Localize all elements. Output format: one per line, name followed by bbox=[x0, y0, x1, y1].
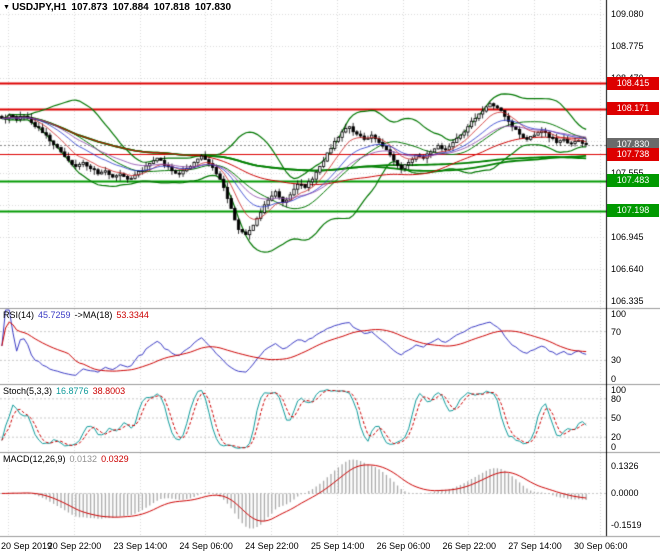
rsi-indicator-label: RSI(14) 45.7259 ->MA(18) 53.3344 bbox=[3, 310, 153, 320]
rsi-tick-label: 0 bbox=[611, 374, 617, 384]
time-scale-axis[interactable]: 20 Sep 2019 20 Sep 22:00 23 Sep 14:00 24 Se… bbox=[0, 539, 660, 557]
rsi-tick-label: 70 bbox=[611, 326, 622, 337]
stoch-main-value: 16.8776 bbox=[56, 386, 89, 396]
rsi-ma-value: 53.3344 bbox=[116, 310, 149, 320]
x-tick-label: 20 Sep 2019 bbox=[1, 541, 53, 551]
stoch-tick-label: 20 bbox=[611, 432, 622, 443]
stoch-tick-label: 100 bbox=[611, 385, 627, 395]
macd-tick-label: 0.0000 bbox=[611, 488, 639, 499]
x-tick-label: 30 Sep 06:00 bbox=[574, 541, 628, 551]
high-value: 107.884 bbox=[112, 2, 149, 13]
price-scale-axis[interactable]: 109.080108.775108.470107.555106.945106.6… bbox=[607, 0, 660, 537]
price-badge: 108.171 bbox=[607, 102, 659, 116]
y-tick-label: 107.555 bbox=[611, 168, 644, 179]
y-tick-label: 106.335 bbox=[611, 296, 644, 307]
y-tick-label: 106.640 bbox=[611, 264, 644, 275]
chart-title: ▼ USDJPY,H1 107.873 107.884 107.818 107.830 bbox=[3, 2, 231, 13]
rsi-name: RSI(14) bbox=[3, 310, 35, 320]
x-tick-label: 27 Sep 14:00 bbox=[508, 541, 562, 551]
x-tick-label: 25 Sep 14:00 bbox=[310, 541, 365, 551]
macd-signal-value: 0.0329 bbox=[101, 454, 129, 464]
y-tick-label: 106.945 bbox=[611, 232, 644, 243]
x-tick-label: 24 Sep 06:00 bbox=[179, 541, 233, 551]
macd-indicator-label: MACD(12,26,9) 0.0132 0.0329 bbox=[3, 454, 133, 464]
price-badge: 108.415 bbox=[607, 76, 659, 90]
price-badge: 107.483 bbox=[607, 174, 659, 188]
price-badge: 107.738 bbox=[607, 147, 659, 161]
x-tick-label: 26 Sep 06:00 bbox=[376, 541, 431, 551]
macd-tick-label: -0.1519 bbox=[611, 520, 642, 531]
stoch-name: Stoch(5,3,3) bbox=[3, 386, 53, 396]
macd-tick-label: 0.1326 bbox=[611, 460, 639, 471]
low-value: 107.818 bbox=[153, 2, 190, 13]
stoch-tick-label: 50 bbox=[611, 413, 622, 423]
stoch-signal-value: 38.8003 bbox=[92, 386, 126, 396]
rsi-tick-label: 100 bbox=[611, 309, 627, 319]
y-tick-label: 109.080 bbox=[611, 8, 644, 19]
rsi-value: 45.7259 bbox=[38, 310, 71, 320]
x-tick-label: 24 Sep 22:00 bbox=[245, 541, 299, 551]
symbol-period-label: USDJPY,H1 bbox=[11, 2, 67, 13]
macd-name: MACD(12,26,9) bbox=[3, 454, 66, 464]
stoch-tick-label: 80 bbox=[611, 393, 622, 404]
x-tick-label: 23 Sep 14:00 bbox=[113, 541, 168, 551]
rsi-ma-name: ->MA(18) bbox=[74, 310, 113, 320]
close-value: 107.830 bbox=[194, 2, 232, 13]
rsi-tick-label: 30 bbox=[611, 355, 622, 366]
chart-marker-icon: ▼ bbox=[3, 4, 10, 11]
price-badge: 107.198 bbox=[607, 204, 659, 218]
stoch-tick-label: 0 bbox=[611, 442, 617, 452]
macd-hist-value: 0.0132 bbox=[69, 454, 98, 464]
x-tick-label: 20 Sep 22:00 bbox=[47, 541, 102, 551]
open-value: 107.873 bbox=[71, 2, 108, 13]
stoch-indicator-label: Stoch(5,3,3) 16.8776 38.8003 bbox=[3, 386, 129, 396]
x-tick-label: 26 Sep 22:00 bbox=[442, 541, 497, 551]
y-tick-label: 108.775 bbox=[611, 40, 644, 51]
